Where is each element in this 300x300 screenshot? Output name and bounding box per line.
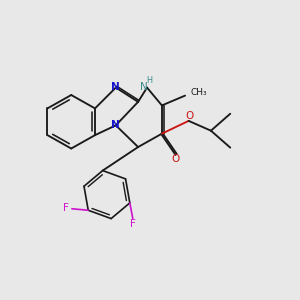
Text: O: O xyxy=(185,111,194,121)
Text: N: N xyxy=(111,120,120,130)
Text: H: H xyxy=(146,76,152,85)
Text: N: N xyxy=(140,82,148,92)
Text: F: F xyxy=(63,203,69,213)
Text: F: F xyxy=(130,219,136,229)
Text: N: N xyxy=(111,82,120,92)
Text: CH₃: CH₃ xyxy=(190,88,207,97)
Text: O: O xyxy=(171,154,180,164)
